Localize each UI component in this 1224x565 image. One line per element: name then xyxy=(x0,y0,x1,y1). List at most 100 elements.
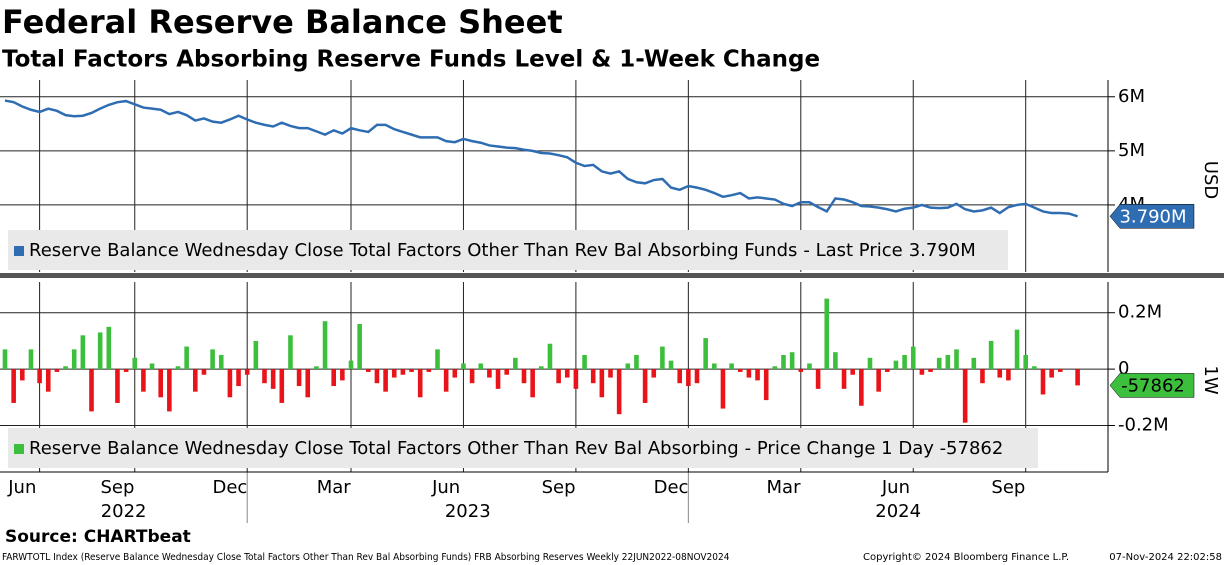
value-tag-label: 3.790M xyxy=(1119,206,1186,227)
chart-subtitle: Total Factors Absorbing Reserve Funds Le… xyxy=(2,47,820,73)
y-tick-label: -0.2M xyxy=(1118,414,1169,435)
bar xyxy=(63,366,68,370)
bar xyxy=(106,326,112,370)
bar xyxy=(296,369,302,387)
bar xyxy=(45,369,51,392)
bar xyxy=(1049,369,1054,378)
bar xyxy=(115,369,120,403)
legend-value: 3.790M xyxy=(909,240,976,261)
year-label: 2024 xyxy=(875,501,921,522)
bar xyxy=(218,355,224,370)
bar xyxy=(417,369,423,398)
bar xyxy=(487,369,492,378)
bar xyxy=(720,369,726,409)
bar xyxy=(703,338,708,370)
bar xyxy=(253,340,259,370)
bar xyxy=(556,369,561,384)
year-label: 2023 xyxy=(445,501,491,522)
bar xyxy=(737,369,743,372)
legend-stat: - Price Change 1 Day xyxy=(745,438,935,459)
bar xyxy=(876,369,881,392)
bar xyxy=(123,369,129,372)
bar xyxy=(513,357,518,370)
bar xyxy=(236,369,241,387)
bar xyxy=(962,369,968,423)
bar xyxy=(971,357,977,370)
bar xyxy=(936,357,942,370)
bar xyxy=(2,349,8,370)
x-tick-label: Jun xyxy=(431,477,460,498)
bar xyxy=(175,366,181,370)
bar xyxy=(928,369,933,372)
bar xyxy=(210,349,215,370)
bar xyxy=(980,369,985,384)
bar xyxy=(660,346,665,370)
bar xyxy=(789,352,795,370)
bar xyxy=(184,346,189,370)
bar xyxy=(582,355,587,370)
bar xyxy=(919,369,925,375)
bar xyxy=(841,369,847,389)
bar xyxy=(443,369,449,392)
bar xyxy=(1023,355,1028,370)
bar xyxy=(564,369,570,378)
bar xyxy=(547,343,553,370)
bar xyxy=(625,363,631,370)
bar xyxy=(357,324,362,370)
level-line xyxy=(4,99,1078,218)
panel-divider xyxy=(0,273,1224,278)
chart-title: Federal Reserve Balance Sheet xyxy=(2,3,563,41)
legend-series-name: Reserve Balance Wednesday Close Total Fa… xyxy=(29,438,739,459)
bar xyxy=(409,369,414,372)
legend-value: -57862 xyxy=(940,438,1004,459)
bar xyxy=(798,369,804,372)
bar xyxy=(340,369,345,381)
bar xyxy=(616,369,622,415)
bar xyxy=(149,363,155,370)
bar xyxy=(366,369,371,372)
bar xyxy=(893,360,899,370)
bar xyxy=(504,369,509,375)
bar xyxy=(97,332,103,370)
x-tick-label: Dec xyxy=(654,477,689,498)
bar xyxy=(755,369,760,381)
bar xyxy=(1040,369,1046,395)
bar xyxy=(590,369,596,384)
bar xyxy=(193,369,198,392)
bar xyxy=(400,369,406,375)
bar xyxy=(608,369,613,378)
bar xyxy=(279,369,285,403)
bar xyxy=(807,363,812,370)
y-tick-label: 0 xyxy=(1118,358,1129,379)
bar xyxy=(902,355,907,370)
source: Source: CHARTbeat xyxy=(5,527,191,547)
bar xyxy=(954,349,959,370)
legend-swatch xyxy=(14,444,24,454)
bar xyxy=(1058,369,1063,372)
x-tick-label: Dec xyxy=(212,477,247,498)
bar xyxy=(270,369,276,389)
legend-swatch xyxy=(14,246,24,256)
legend-box xyxy=(8,230,1008,270)
footnote: FARWTOTL Index (Reserve Balance Wednesda… xyxy=(2,552,730,563)
bar xyxy=(305,369,311,398)
bar xyxy=(539,366,544,370)
x-tick-label: Mar xyxy=(767,477,802,498)
bar xyxy=(677,369,682,384)
bar xyxy=(167,369,172,412)
bar xyxy=(850,369,855,375)
bar xyxy=(201,369,207,375)
legend-text: Reserve Balance Wednesday Close Total Fa… xyxy=(29,438,1003,459)
bar xyxy=(781,355,786,370)
bar xyxy=(945,355,951,370)
bar xyxy=(11,369,16,403)
bar xyxy=(988,340,994,370)
bar xyxy=(262,369,267,384)
bar xyxy=(694,369,700,384)
bar xyxy=(461,363,466,370)
bar xyxy=(521,369,527,384)
y-axis-label: USD xyxy=(1200,161,1221,199)
x-tick-label: Sep xyxy=(100,477,134,498)
bar xyxy=(634,355,639,370)
bar xyxy=(746,369,752,378)
